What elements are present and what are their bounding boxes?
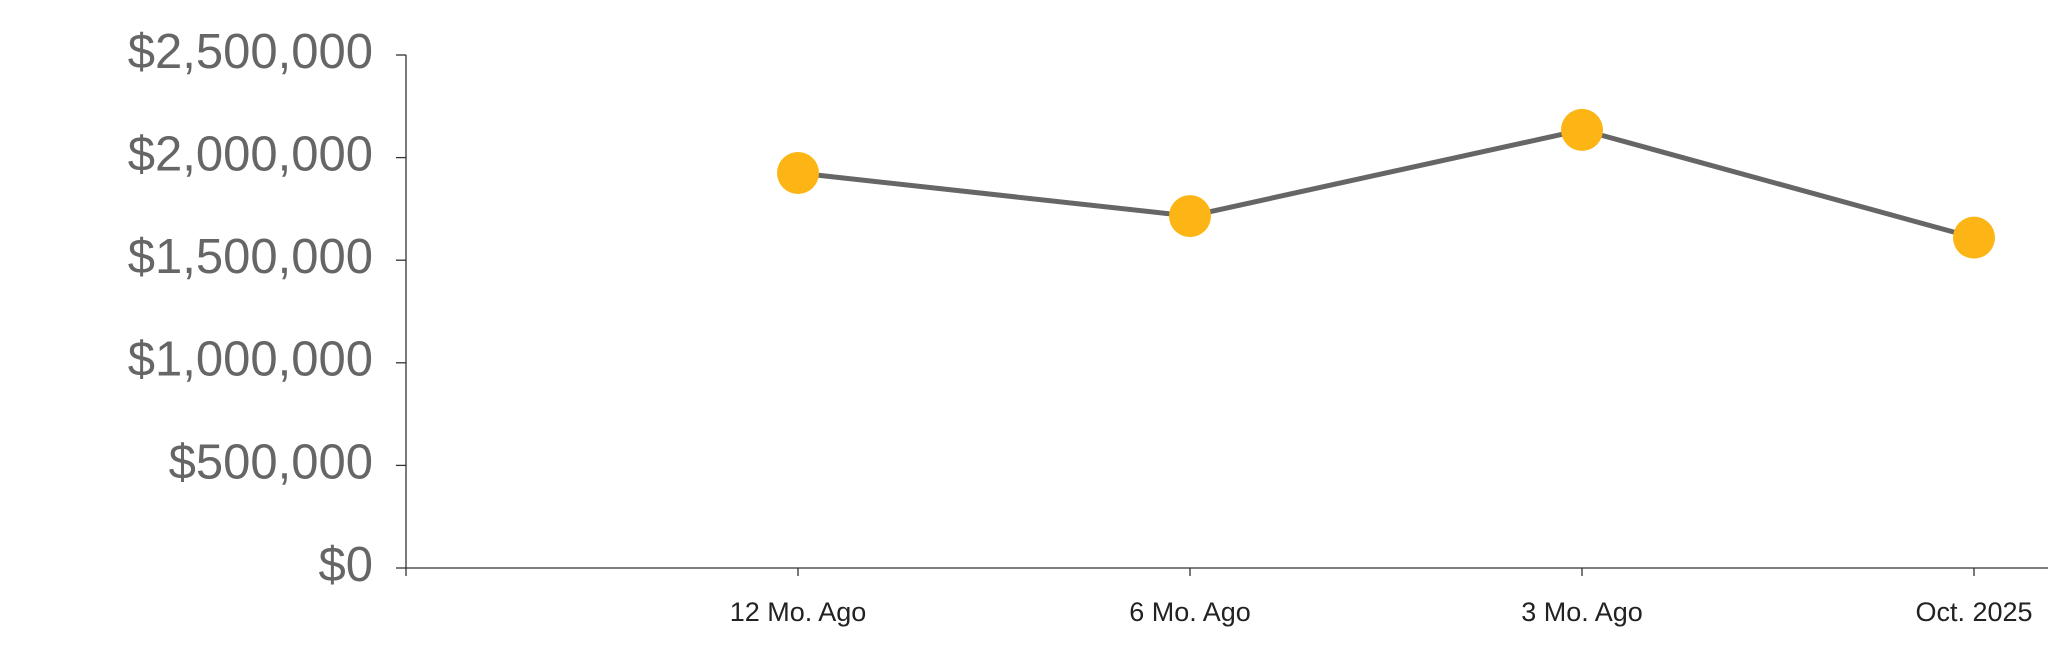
y-tick-label: $0 <box>318 538 373 592</box>
x-tick-label: 12 Mo. Ago <box>730 597 867 627</box>
y-tick-label: $500,000 <box>169 435 373 489</box>
data-point <box>777 151 819 194</box>
y-tick-label: $1,500,000 <box>128 230 373 284</box>
y-tick-label: $2,500,000 <box>128 25 373 79</box>
y-tick-label: $1,000,000 <box>128 333 373 387</box>
x-tick-label: 3 Mo. Ago <box>1521 597 1643 627</box>
data-point <box>1561 108 1603 151</box>
x-tick-label: Oct. 2025 <box>1915 597 2032 627</box>
x-tick-label: 6 Mo. Ago <box>1129 597 1251 627</box>
series-line <box>797 127 1975 241</box>
y-tick-label: $2,000,000 <box>128 128 373 182</box>
data-point <box>1953 216 1995 259</box>
data-point <box>1169 195 1211 238</box>
